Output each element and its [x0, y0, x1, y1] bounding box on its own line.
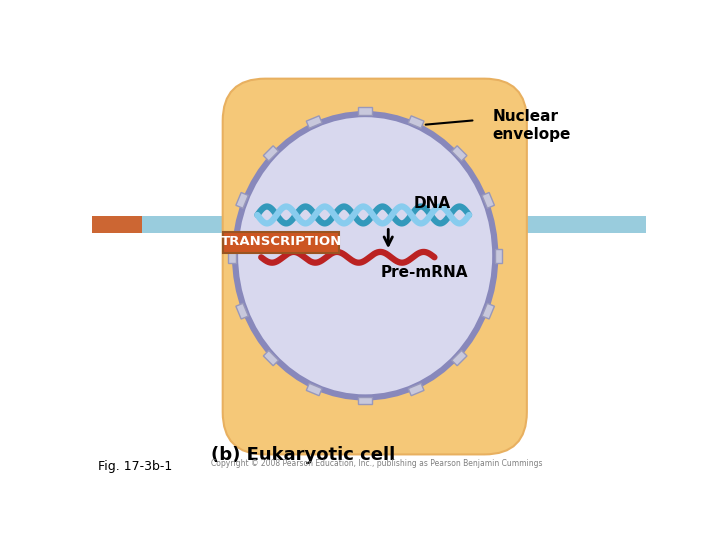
Polygon shape [359, 397, 372, 404]
Polygon shape [306, 116, 322, 128]
Ellipse shape [238, 117, 492, 394]
Polygon shape [236, 192, 248, 208]
FancyBboxPatch shape [222, 79, 527, 455]
Polygon shape [482, 192, 495, 208]
Text: Copyright © 2008 Pearson Education, Inc., publishing as Pearson Benjamin Cumming: Copyright © 2008 Pearson Education, Inc.… [211, 458, 543, 468]
Polygon shape [495, 249, 503, 262]
Polygon shape [236, 303, 248, 319]
Text: TRANSCRIPTION: TRANSCRIPTION [220, 235, 342, 248]
Polygon shape [408, 116, 424, 128]
Polygon shape [264, 350, 279, 366]
Polygon shape [306, 383, 322, 396]
FancyBboxPatch shape [223, 232, 339, 253]
Bar [92, 217, 647, 233]
Text: (b) Eukaryotic cell: (b) Eukaryotic cell [211, 447, 395, 464]
Polygon shape [408, 383, 424, 396]
Polygon shape [228, 249, 235, 262]
Polygon shape [359, 107, 372, 115]
Polygon shape [451, 350, 467, 366]
Polygon shape [482, 303, 495, 319]
Polygon shape [264, 146, 279, 161]
Text: DNA: DNA [414, 196, 451, 211]
Ellipse shape [232, 111, 498, 401]
Polygon shape [451, 146, 467, 161]
Text: Fig. 17-3b-1: Fig. 17-3b-1 [98, 460, 172, 473]
Bar [92, 217, 142, 233]
Text: Nuclear
envelope: Nuclear envelope [492, 110, 570, 142]
Text: Pre-mRNA: Pre-mRNA [381, 265, 468, 280]
